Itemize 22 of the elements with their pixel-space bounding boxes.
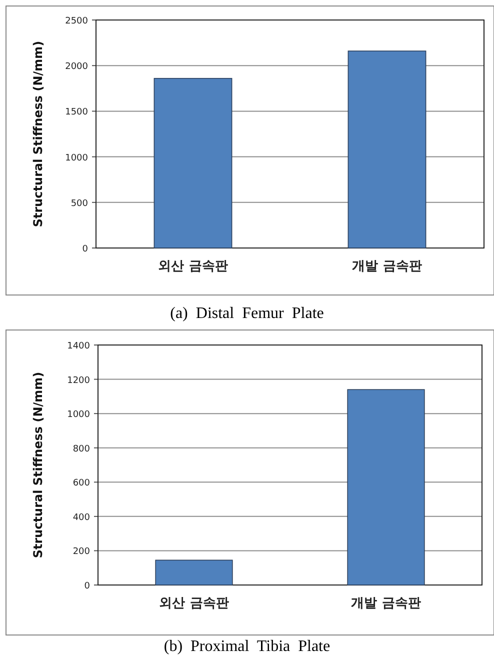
text: (a) Distal Femur Plate — [170, 305, 324, 322]
y-tick-label: 0 — [84, 582, 90, 592]
x-tick-label: 외산 금속판 — [159, 596, 229, 611]
y-tick-label: 200 — [72, 547, 90, 558]
y-tick-label: 1000 — [67, 410, 90, 420]
y-tick-label: 500 — [70, 198, 88, 209]
y-tick-label: 1000 — [65, 153, 88, 164]
y-tick-label: 400 — [72, 512, 90, 523]
text: (b) Proximal Tibia Plate — [164, 638, 330, 655]
y-tick-label: 800 — [72, 444, 90, 454]
y-tick-label: 1400 — [67, 342, 90, 352]
y-tick-label: 2000 — [65, 62, 88, 72]
y-axis-title: Structural Stiffness (N/mm) — [31, 40, 45, 228]
y-tick-label: 1200 — [67, 376, 90, 386]
y-tick-label: 1500 — [65, 108, 88, 118]
x-tick-label: 외산 금속판 — [158, 259, 228, 274]
y-tick-label: 600 — [72, 478, 90, 489]
x-tick-label: 개발 금속판 — [352, 259, 422, 274]
y-tick-label: 2500 — [65, 16, 88, 26]
y-axis-title: Structural Stiffness (N/mm) — [31, 372, 45, 558]
y-tick-label: 0 — [82, 244, 88, 254]
x-tick-label: 개발 금속판 — [351, 596, 421, 611]
